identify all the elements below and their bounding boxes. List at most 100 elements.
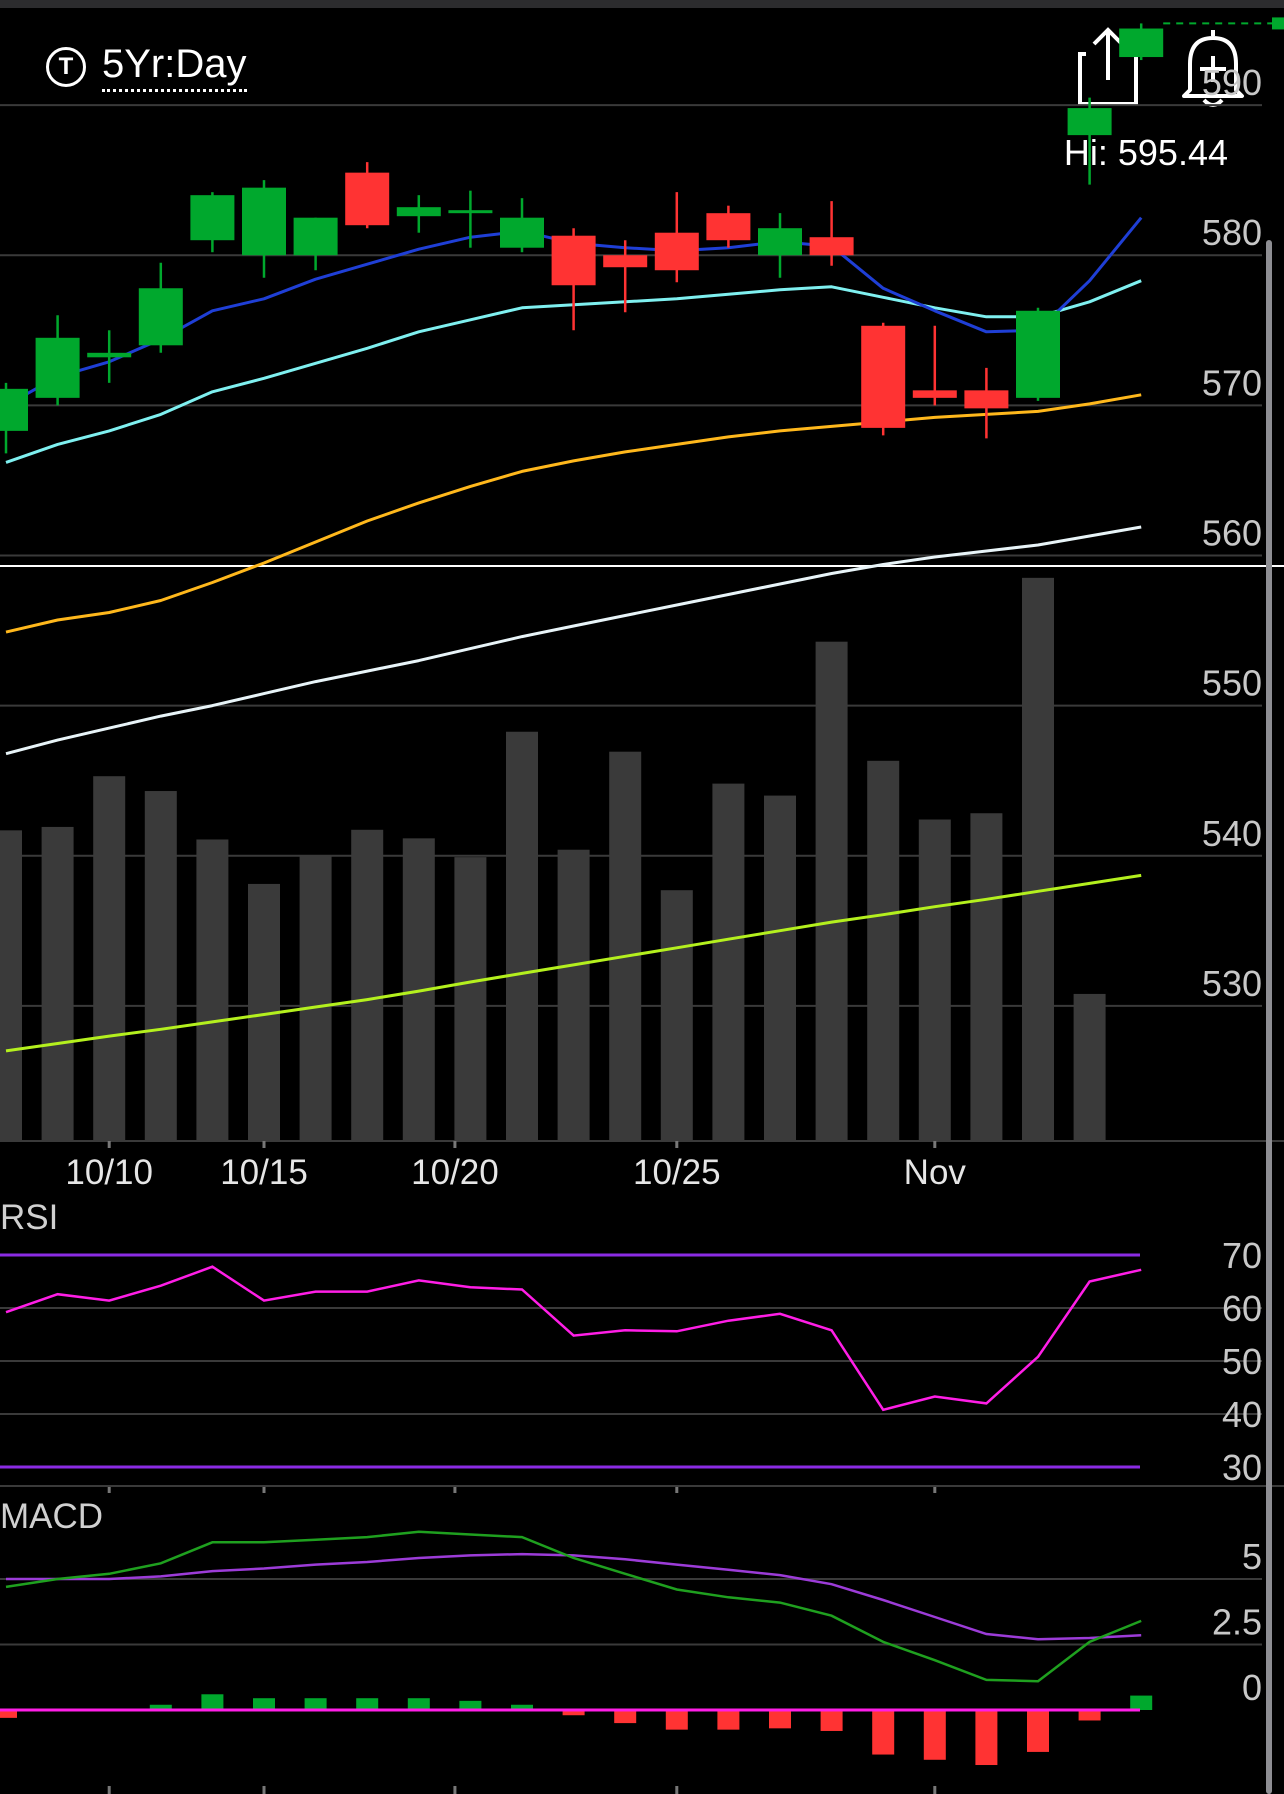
macd-title: MACD — [0, 1497, 103, 1536]
macd-histogram-bar — [149, 1704, 172, 1710]
volume-bar — [93, 776, 126, 1141]
ma-orange-line — [5, 393, 1142, 634]
candle — [1067, 97, 1112, 185]
candle — [654, 192, 699, 283]
candle — [293, 217, 338, 271]
candle-body — [758, 228, 802, 256]
macd-histogram-bar — [820, 1710, 843, 1731]
candle-body — [345, 172, 390, 226]
candle-body — [964, 390, 1009, 409]
candle-body — [706, 213, 751, 241]
macd-histogram-bar — [923, 1710, 946, 1760]
candle — [706, 205, 751, 248]
rsi-tick-label: 70 — [1222, 1235, 1262, 1276]
rsi-line — [5, 1265, 1142, 1412]
candle-body — [500, 217, 544, 248]
volume-bar — [660, 890, 693, 1141]
macd-histogram-bar — [1130, 1695, 1153, 1710]
x-tick-label: 10/25 — [633, 1153, 721, 1192]
volume-layer — [0, 577, 1106, 1141]
candle — [551, 228, 596, 331]
macd-histogram-bar — [407, 1698, 430, 1710]
volume-bar — [41, 826, 74, 1141]
volume-bar — [506, 731, 538, 1141]
rsi-tick-label: 30 — [1222, 1447, 1262, 1488]
candle — [964, 367, 1009, 439]
candle-body — [1067, 108, 1112, 136]
candle-body — [551, 235, 596, 286]
candle-body — [0, 388, 28, 431]
candle-body — [603, 255, 648, 268]
rsi-tick-label: 40 — [1222, 1394, 1262, 1435]
macd-histogram-bar — [769, 1710, 791, 1729]
price-tick-label: 580 — [1202, 212, 1262, 253]
candle — [1119, 23, 1164, 61]
volume-bar — [144, 791, 177, 1141]
macd-histogram-bar — [459, 1700, 482, 1710]
macd-tick-label: 2.5 — [1212, 1602, 1262, 1643]
candle-body — [242, 187, 286, 256]
macd-histogram-bar — [665, 1710, 688, 1730]
macd-line — [5, 1530, 1142, 1683]
macd-histogram-bar — [304, 1698, 327, 1710]
range-selector-button[interactable]: T 5Yr:Day — [46, 42, 247, 92]
candle-body — [448, 210, 493, 214]
candle-body — [293, 217, 338, 256]
candle-body — [912, 390, 957, 398]
rsi-panel: RSI 70 60 50 40 30 — [0, 1198, 1284, 1488]
macd-histogram-bar — [1078, 1710, 1101, 1721]
volume-bar — [764, 795, 796, 1141]
macd-histogram-bar — [0, 1710, 17, 1718]
range-label: 5Yr:Day — [102, 42, 247, 92]
candle-body — [1016, 310, 1060, 398]
macd-panel: MACD 5 2.5 0 — [0, 1497, 1262, 1766]
price-tick-label: 530 — [1202, 963, 1262, 1004]
volume-bar — [0, 830, 22, 1141]
volume-bar — [918, 819, 951, 1141]
candle-layer — [0, 23, 1164, 454]
volume-bar — [970, 813, 1003, 1141]
price-tick-label: 540 — [1202, 813, 1262, 854]
macd-histogram-bar — [975, 1710, 998, 1766]
macd-histogram-bar — [253, 1698, 275, 1710]
price-tick-label: 550 — [1202, 663, 1262, 704]
candle — [242, 180, 286, 278]
x-tick-label: 10/15 — [220, 1153, 308, 1192]
macd-tick-label: 5 — [1242, 1536, 1262, 1577]
candle — [396, 195, 441, 233]
macd-histogram-bar — [872, 1710, 895, 1755]
candle-body — [809, 237, 854, 256]
macd-signal-line — [6, 1552, 1142, 1641]
volume-bar — [867, 760, 900, 1141]
x-tick-label: Nov — [904, 1153, 967, 1192]
candle-body — [654, 232, 699, 271]
candle — [448, 190, 493, 248]
high-price-label: Hi: 595.44 — [1063, 132, 1228, 173]
candle — [500, 198, 544, 253]
candle — [138, 262, 183, 353]
macd-histogram-bar — [1027, 1710, 1049, 1752]
candle — [603, 240, 648, 313]
candle — [1016, 307, 1060, 401]
top-divider — [0, 0, 1284, 8]
candle — [758, 213, 802, 278]
x-tick-label: 10/10 — [65, 1153, 153, 1192]
bell-plus-icon[interactable] — [1176, 24, 1250, 108]
macd-histogram-bar — [562, 1710, 585, 1716]
x-tick-label: 10/20 — [411, 1153, 499, 1192]
macd-histogram-bar — [511, 1704, 533, 1710]
macd-histogram-bar — [717, 1710, 740, 1730]
hi-marker — [1272, 17, 1284, 30]
volume-bar — [557, 849, 590, 1141]
scrollbar[interactable] — [1266, 240, 1272, 1794]
candle — [87, 330, 132, 383]
macd-histogram-bar — [356, 1698, 379, 1710]
price-tick-label: 570 — [1202, 362, 1262, 403]
rsi-title: RSI — [0, 1198, 58, 1237]
volume-bar — [196, 839, 229, 1141]
candle-body — [87, 352, 132, 358]
price-tick-label: 560 — [1202, 512, 1262, 553]
candle-body — [861, 325, 906, 428]
